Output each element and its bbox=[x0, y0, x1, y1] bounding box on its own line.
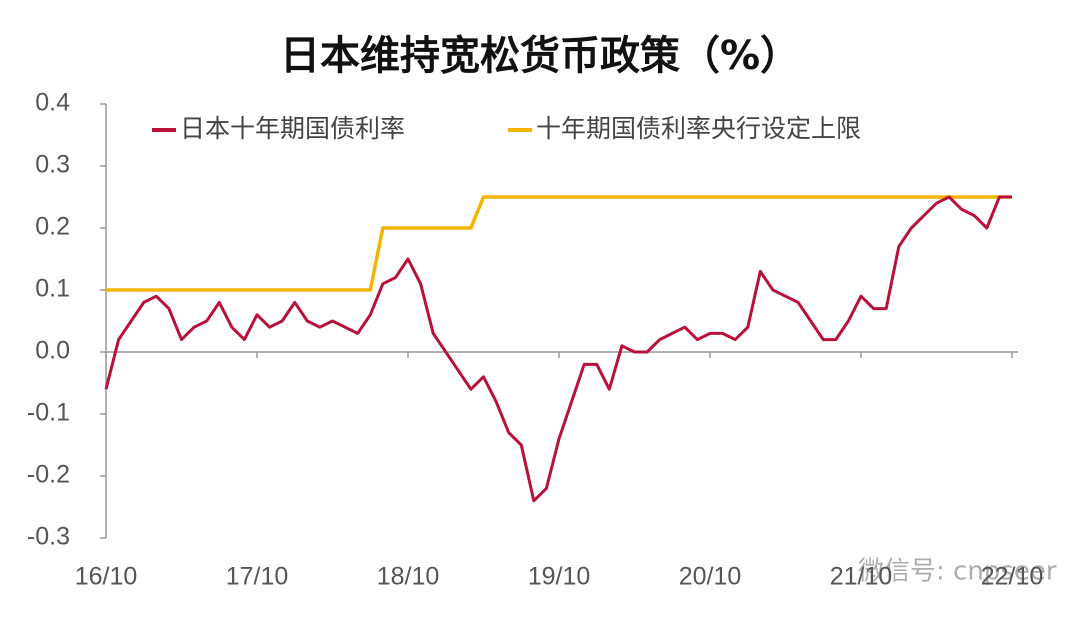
x-tick-label: 21/10 bbox=[830, 563, 893, 591]
y-tick-label: -0.3 bbox=[27, 523, 70, 551]
y-tick-label: -0.1 bbox=[27, 399, 70, 427]
legend-label: 十年期国债利率央行设定上限 bbox=[536, 114, 861, 143]
y-tick-label: 0.3 bbox=[35, 151, 70, 179]
y-tick-label: -0.2 bbox=[27, 461, 70, 489]
series-line bbox=[106, 195, 1012, 292]
y-tick-label: 0.2 bbox=[35, 213, 70, 241]
x-tick-label: 17/10 bbox=[226, 563, 289, 591]
chart-title: 日本维持宽松货币政策（%） bbox=[280, 33, 800, 79]
y-tick-label: 0.0 bbox=[35, 337, 70, 365]
watermark: 微信号: cnpseer bbox=[858, 557, 1057, 587]
y-tick-label: 0.1 bbox=[35, 275, 70, 303]
x-tick-label: 16/10 bbox=[75, 563, 138, 591]
series-line bbox=[104, 195, 1012, 503]
x-tick-label: 18/10 bbox=[377, 563, 440, 591]
x-tick-label: 22/10 bbox=[981, 563, 1044, 591]
x-tick-label: 20/10 bbox=[679, 563, 742, 591]
legend-label: 日本十年期国债利率 bbox=[180, 114, 405, 143]
y-tick-label: 0.4 bbox=[35, 89, 70, 117]
x-tick-label: 19/10 bbox=[528, 563, 591, 591]
